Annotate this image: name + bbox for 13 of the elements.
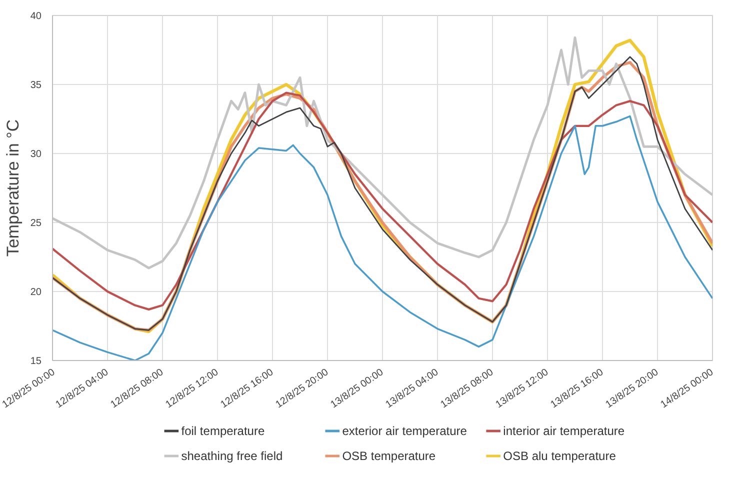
y-tick-label: 15 — [30, 356, 42, 367]
legend-label: foil temperature — [181, 424, 265, 438]
y-tick-label: 30 — [30, 149, 42, 160]
y-tick-label: 25 — [30, 218, 42, 229]
legend-label: interior air temperature — [503, 424, 625, 438]
legend-label: OSB alu temperature — [503, 449, 616, 463]
y-axis-title: Temperature in °C — [3, 119, 22, 257]
y-tick-label: 35 — [30, 80, 42, 91]
legend-label: OSB temperature — [342, 449, 436, 463]
legend-label: sheathing free field — [181, 449, 283, 463]
y-tick-label: 20 — [30, 287, 42, 298]
y-tick-label: 40 — [30, 11, 42, 22]
legend-label: exterior air temperature — [342, 424, 468, 438]
